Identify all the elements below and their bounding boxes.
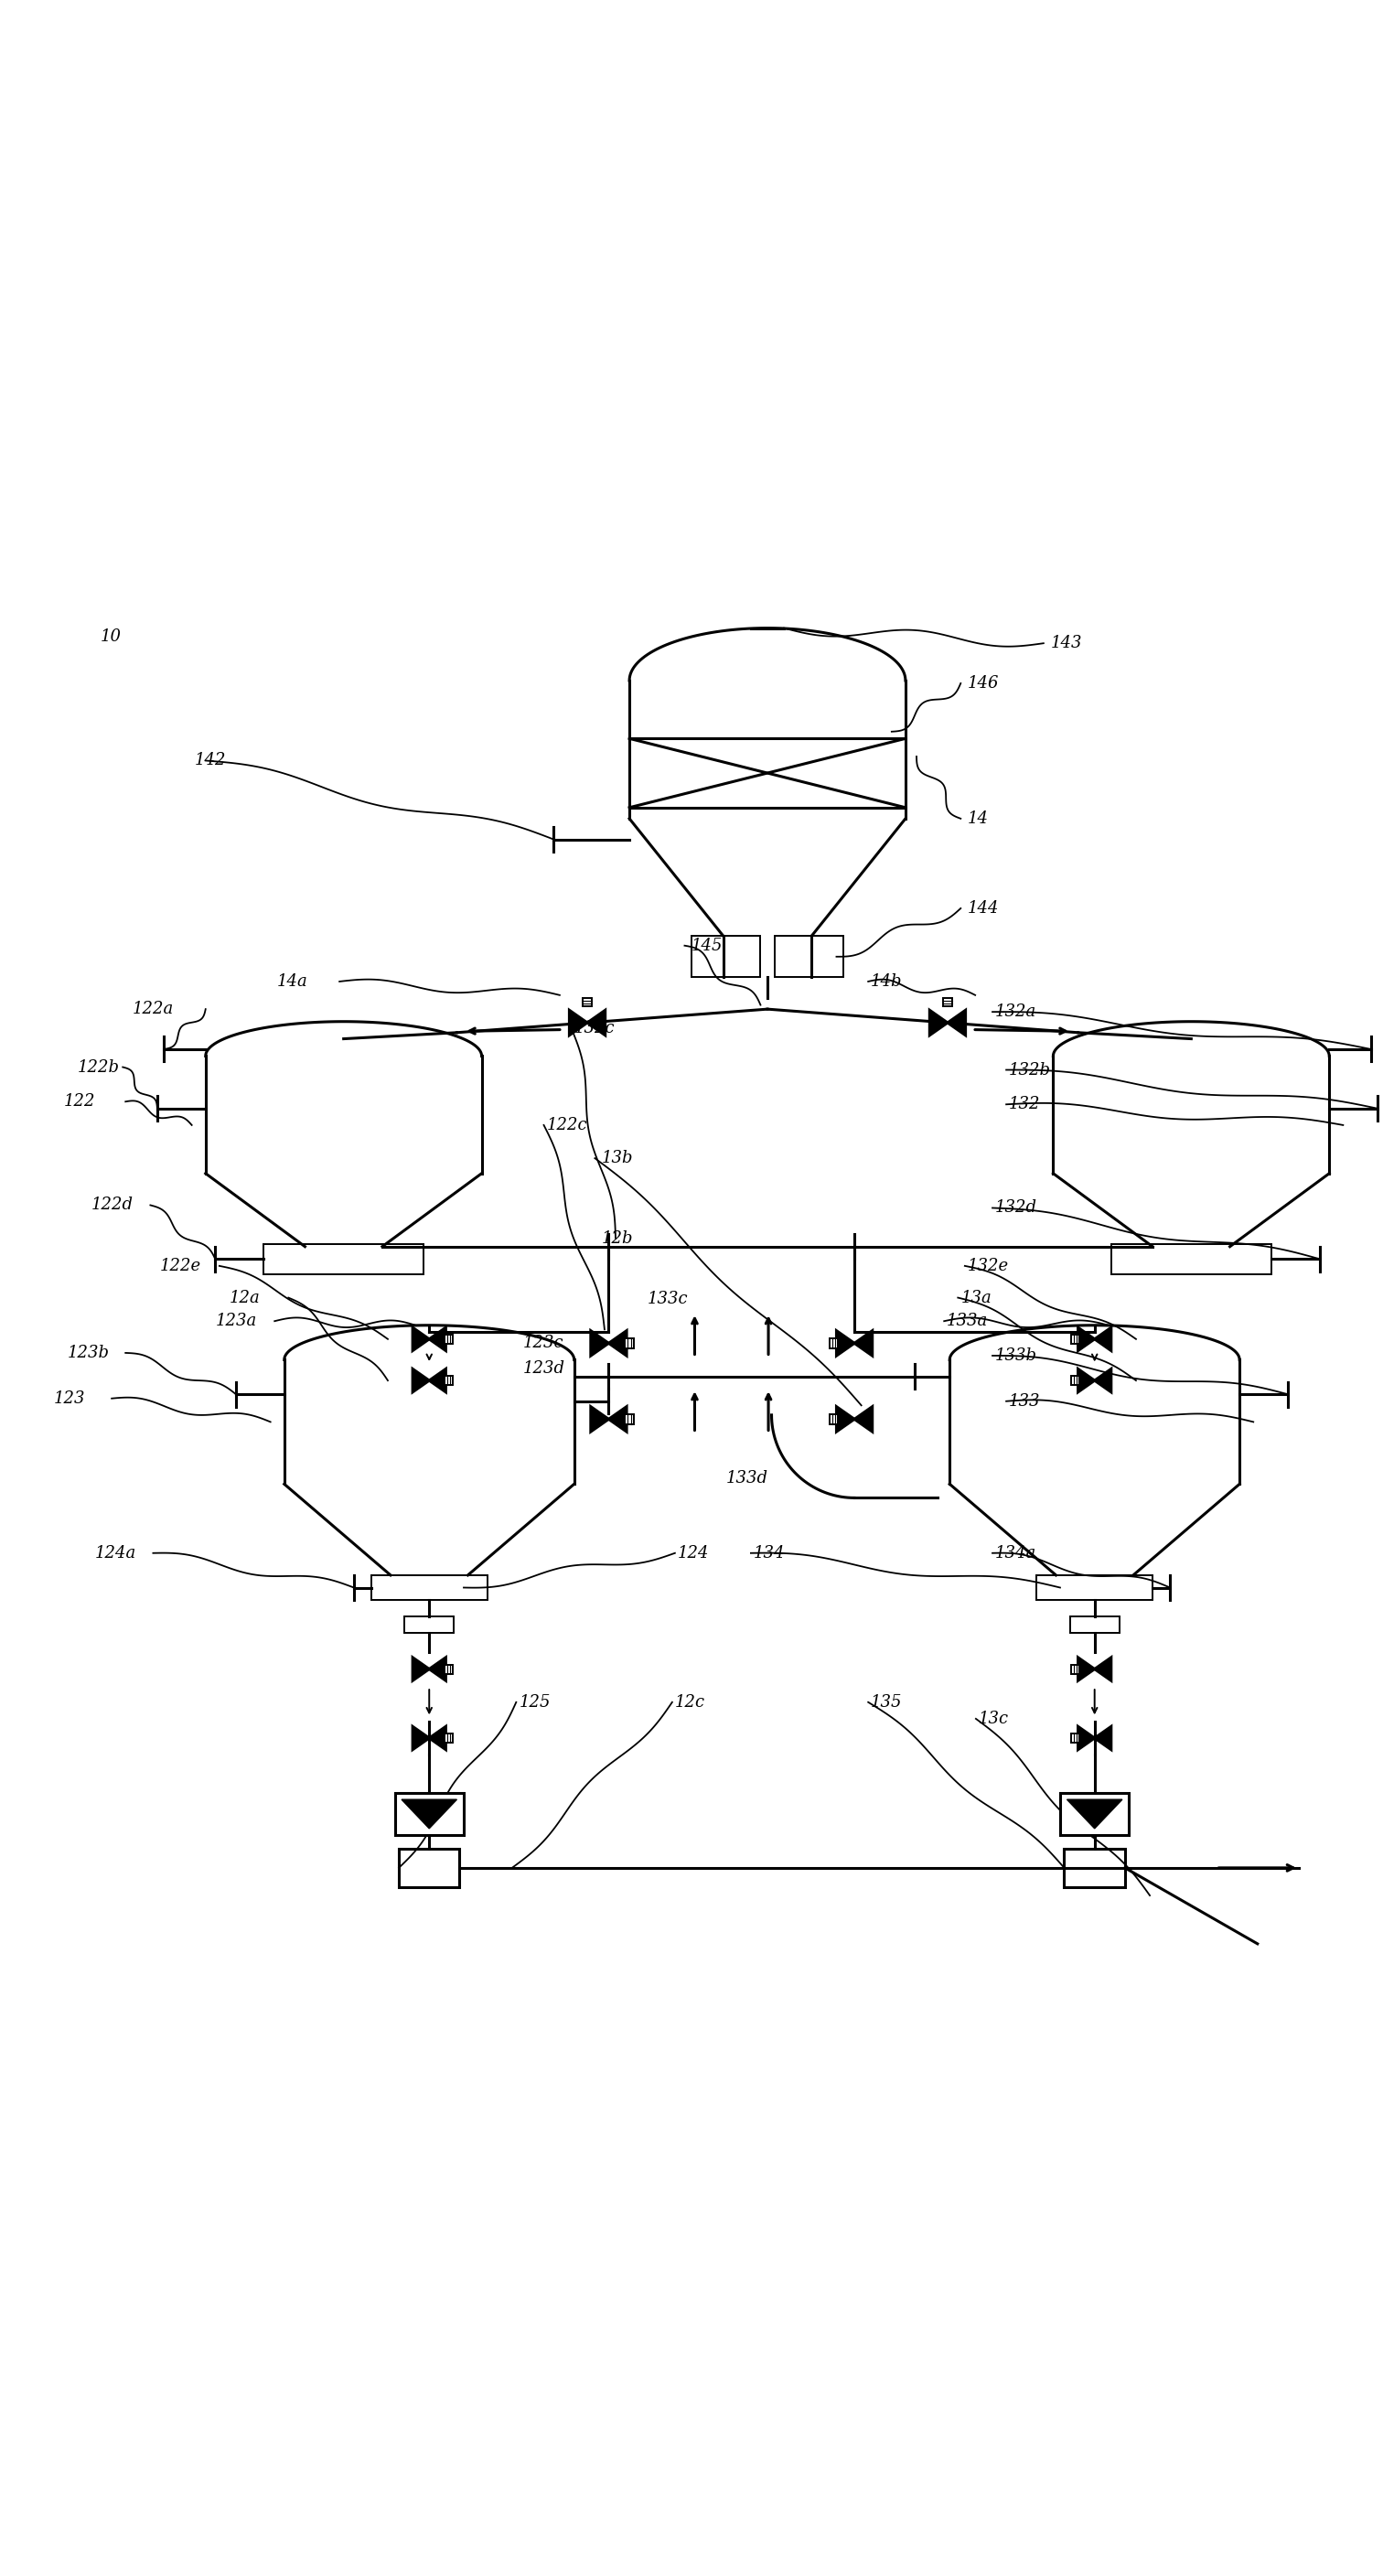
Bar [582, 997, 592, 1007]
Text: 143: 143 [1051, 636, 1082, 652]
Text: 122e: 122e [160, 1257, 202, 1275]
Text: 125: 125 [519, 1695, 550, 1710]
Text: 135: 135 [871, 1695, 903, 1710]
Text: 13c: 13c [979, 1710, 1010, 1726]
Text: 133d: 133d [726, 1471, 768, 1486]
Polygon shape [1077, 1327, 1094, 1350]
Text: 14: 14 [968, 811, 989, 827]
Bar [692, 935, 761, 976]
Text: 13b: 13b [602, 1149, 633, 1167]
Polygon shape [837, 1406, 855, 1432]
Bar [1065, 1850, 1124, 1888]
Polygon shape [429, 1656, 445, 1680]
Bar [774, 935, 844, 976]
Polygon shape [401, 1801, 456, 1829]
Bar [444, 1334, 452, 1345]
Text: 123d: 123d [523, 1360, 566, 1376]
Bar [264, 1244, 423, 1275]
Polygon shape [837, 1332, 855, 1355]
Bar [1069, 1618, 1119, 1633]
Polygon shape [429, 1327, 445, 1350]
Polygon shape [412, 1368, 429, 1391]
Text: 123b: 123b [68, 1345, 109, 1360]
Polygon shape [1094, 1368, 1111, 1391]
Text: 124a: 124a [95, 1546, 137, 1561]
Bar [1072, 1376, 1080, 1386]
Bar [394, 1793, 463, 1834]
Text: 123c: 123c [523, 1334, 564, 1352]
Text: 122c: 122c [546, 1118, 588, 1133]
Bar [1111, 1244, 1271, 1275]
Polygon shape [609, 1406, 626, 1432]
Text: 123: 123 [54, 1391, 86, 1406]
Polygon shape [1068, 1801, 1122, 1829]
Polygon shape [1077, 1656, 1094, 1680]
Bar [1061, 1793, 1129, 1834]
Text: 134a: 134a [996, 1546, 1037, 1561]
Text: 133a: 133a [947, 1314, 989, 1329]
Polygon shape [412, 1726, 429, 1749]
Polygon shape [591, 1406, 609, 1432]
Text: 12b: 12b [602, 1231, 633, 1247]
Text: 132a: 132a [996, 1005, 1037, 1020]
Bar [444, 1734, 452, 1741]
Text: 132e: 132e [968, 1257, 1008, 1275]
Bar [1037, 1574, 1152, 1600]
Text: 132b: 132b [1010, 1061, 1051, 1079]
Polygon shape [570, 1010, 588, 1036]
Text: 124: 124 [678, 1546, 709, 1561]
Polygon shape [1094, 1656, 1111, 1680]
Bar [1072, 1664, 1080, 1674]
Bar [625, 1340, 633, 1347]
Text: 133b: 133b [996, 1347, 1037, 1363]
Polygon shape [947, 1010, 965, 1036]
Polygon shape [412, 1327, 429, 1350]
Text: 122a: 122a [133, 1002, 174, 1018]
Bar [1072, 1734, 1080, 1741]
Bar [444, 1664, 452, 1674]
Text: 134: 134 [754, 1546, 786, 1561]
Bar [1072, 1334, 1080, 1345]
Polygon shape [588, 1010, 606, 1036]
Polygon shape [1094, 1327, 1111, 1350]
Polygon shape [1077, 1368, 1094, 1391]
Polygon shape [1077, 1726, 1094, 1749]
Text: 123a: 123a [216, 1314, 257, 1329]
Bar [404, 1618, 454, 1633]
Bar [371, 1574, 487, 1600]
Bar [625, 1414, 633, 1425]
Text: 133: 133 [1010, 1394, 1040, 1409]
Text: 12a: 12a [230, 1291, 260, 1306]
Text: 14b: 14b [871, 974, 903, 989]
Polygon shape [412, 1656, 429, 1680]
Text: 146: 146 [968, 675, 999, 690]
Text: 133c: 133c [647, 1291, 689, 1306]
Bar [398, 1850, 459, 1888]
Bar [444, 1376, 452, 1386]
Bar [943, 997, 953, 1007]
Polygon shape [591, 1332, 609, 1355]
Text: 122: 122 [64, 1092, 95, 1110]
Text: 122b: 122b [77, 1059, 119, 1074]
Text: 10: 10 [101, 629, 122, 644]
Polygon shape [855, 1406, 873, 1432]
Text: 145: 145 [692, 938, 723, 953]
Polygon shape [855, 1332, 873, 1355]
Bar [830, 1340, 838, 1347]
Polygon shape [929, 1010, 947, 1036]
Bar [830, 1414, 838, 1425]
Text: 12c: 12c [675, 1695, 705, 1710]
Text: 132: 132 [1010, 1097, 1040, 1113]
Text: 13a: 13a [961, 1291, 992, 1306]
Text: 142: 142 [195, 752, 225, 768]
Text: 132c: 132c [574, 1020, 615, 1036]
Polygon shape [1094, 1726, 1111, 1749]
Text: 132d: 132d [996, 1200, 1037, 1216]
Polygon shape [429, 1726, 445, 1749]
Polygon shape [609, 1332, 626, 1355]
Text: 122d: 122d [91, 1198, 133, 1213]
Polygon shape [429, 1368, 445, 1391]
Text: 14a: 14a [278, 974, 308, 989]
Text: 144: 144 [968, 899, 999, 917]
